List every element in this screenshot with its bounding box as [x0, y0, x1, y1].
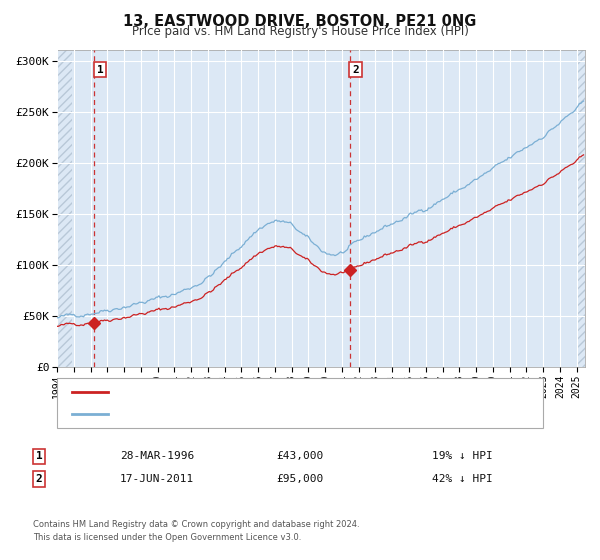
Text: This data is licensed under the Open Government Licence v3.0.: This data is licensed under the Open Gov…	[33, 533, 301, 542]
Text: 2: 2	[352, 64, 359, 74]
Text: 1: 1	[97, 64, 104, 74]
Text: 1: 1	[35, 451, 43, 461]
Text: Price paid vs. HM Land Registry's House Price Index (HPI): Price paid vs. HM Land Registry's House …	[131, 25, 469, 38]
Text: 42% ↓ HPI: 42% ↓ HPI	[432, 474, 493, 484]
Text: 2: 2	[35, 474, 43, 484]
Text: £43,000: £43,000	[277, 451, 323, 461]
Text: HPI: Average price, detached house, Boston: HPI: Average price, detached house, Bost…	[117, 409, 346, 419]
Text: 13, EASTWOOD DRIVE, BOSTON, PE21 0NG: 13, EASTWOOD DRIVE, BOSTON, PE21 0NG	[124, 14, 476, 29]
Text: 13, EASTWOOD DRIVE, BOSTON, PE21 0NG (detached house): 13, EASTWOOD DRIVE, BOSTON, PE21 0NG (de…	[117, 387, 437, 397]
Text: 28-MAR-1996: 28-MAR-1996	[120, 451, 194, 461]
Text: 17-JUN-2011: 17-JUN-2011	[120, 474, 194, 484]
Text: £95,000: £95,000	[277, 474, 323, 484]
Text: 19% ↓ HPI: 19% ↓ HPI	[432, 451, 493, 461]
Text: Contains HM Land Registry data © Crown copyright and database right 2024.: Contains HM Land Registry data © Crown c…	[33, 520, 359, 529]
